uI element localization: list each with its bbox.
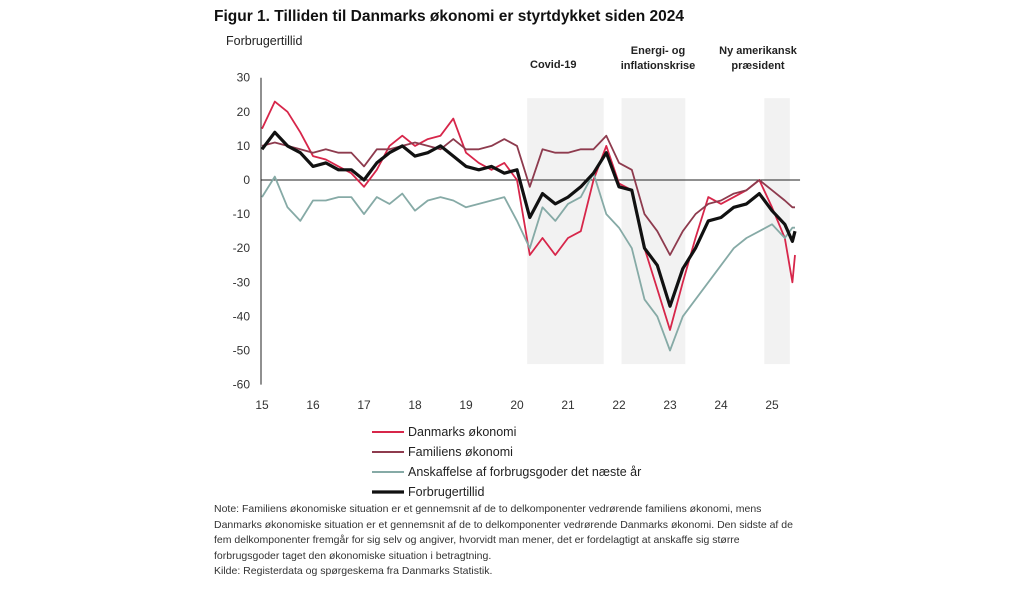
annotation-energi-line2: inflationskrise	[620, 60, 696, 72]
series-line-2	[261, 134, 795, 256]
x-tick-label: 16	[306, 398, 320, 412]
x-tick-label: 23	[663, 398, 677, 412]
annotation-energi: Energi- og inflationskrise	[618, 44, 698, 74]
annotation-president-line2: præsident	[731, 60, 785, 72]
y-tick-label: -20	[233, 241, 251, 255]
x-tick-label: 19	[459, 398, 473, 412]
y-tick-label: -50	[233, 344, 251, 358]
y-tick-label: 20	[237, 105, 251, 119]
y-tick-label: -40	[233, 309, 251, 323]
y-tick-label: 0	[243, 173, 250, 187]
shaded-period	[764, 98, 790, 365]
annotation-energi-line1: Energi- og	[630, 45, 686, 57]
legend-label: Danmarks økonomi	[408, 425, 516, 439]
annotation-president: Ny amerikansk præsident	[708, 44, 808, 74]
y-tick-label: 30	[237, 71, 251, 85]
x-tick-label: 17	[357, 398, 371, 412]
x-tick-label: 25	[765, 398, 779, 412]
x-tick-label: 22	[612, 398, 626, 412]
legend-label: Familiens økonomi	[408, 445, 513, 459]
legend-label: Forbrugertillid	[408, 485, 484, 499]
series-line-4	[260, 130, 797, 308]
source-text: Kilde: Registerdata og spørgeskema fra D…	[214, 565, 493, 577]
y-axis-label: Forbrugertillid	[226, 34, 303, 48]
series-line-1	[261, 100, 796, 331]
y-tick-label: -10	[233, 207, 251, 221]
annotation-president-line1: Ny amerikansk	[719, 45, 797, 57]
x-tick-label: 18	[408, 398, 422, 412]
series-line-3	[261, 172, 795, 352]
x-tick-label: 21	[561, 398, 575, 412]
shaded-period	[527, 98, 604, 365]
x-tick-label: 15	[255, 398, 269, 412]
y-tick-label: 10	[237, 139, 251, 153]
x-tick-label: 24	[714, 398, 728, 412]
chart-title: Figur 1. Tilliden til Danmarks økonomi e…	[214, 8, 685, 25]
y-tick-label: -30	[233, 275, 251, 289]
y-tick-label: -60	[233, 378, 251, 392]
x-tick-label: 20	[510, 398, 524, 412]
annotation-covid: Covid-19	[530, 59, 577, 71]
note: Note: Familiens økonomiske situation er …	[214, 502, 794, 580]
shaded-period	[621, 98, 686, 365]
note-text: Note: Familiens økonomiske situation er …	[214, 503, 793, 562]
legend-label: Anskaffelse af forbrugsgoder det næste å…	[408, 465, 641, 479]
